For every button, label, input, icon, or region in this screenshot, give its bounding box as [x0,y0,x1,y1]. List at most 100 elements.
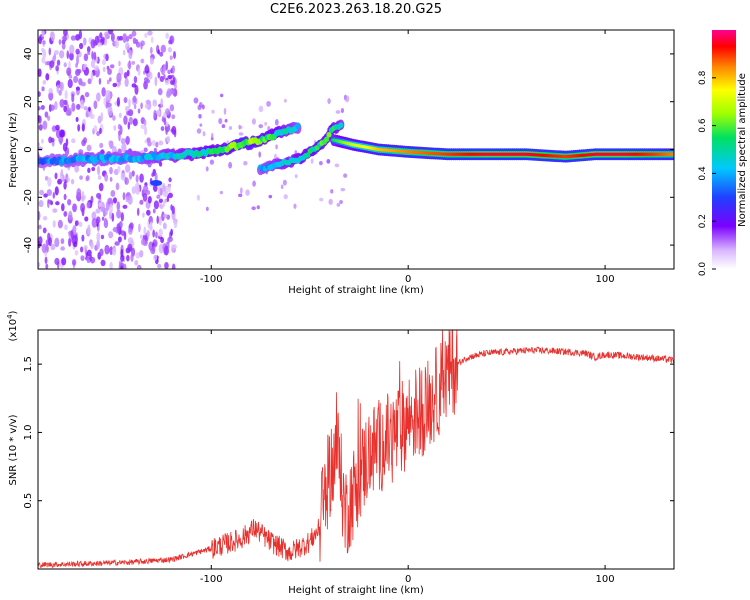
noise-speck [61,42,66,50]
noise-speck [159,188,163,196]
noise-speck [93,65,99,71]
noise-speck [90,39,96,49]
noise-speck [205,206,209,212]
noise-speck [164,79,170,85]
noise-speck [91,211,97,221]
noise-speck [54,101,58,110]
noise-speck [131,30,137,37]
colorbar-tick-label: 0.6 [698,118,708,133]
noise-speck [169,80,175,86]
noise-speck [56,59,61,66]
noise-speck [84,91,90,98]
noise-speck [128,33,133,40]
noise-speck [108,231,114,239]
noise-speck [82,64,87,71]
noise-speck [81,196,85,202]
noise-speck [157,186,161,197]
noise-speck [55,65,59,72]
noise-speck [90,241,94,250]
noise-speck [67,78,73,89]
noise-speck [202,131,206,137]
noise-speck [54,257,60,266]
noise-speck [99,32,103,39]
noise-speck [86,249,92,257]
noise-speck [101,216,105,221]
noise-speck [62,142,68,152]
noise-speck [73,241,78,248]
noise-speck [156,263,162,269]
noise-speck [54,186,59,196]
noise-speck [89,113,95,120]
noise-speck [126,254,130,262]
noise-speck [160,237,165,244]
noise-speck [80,81,86,87]
noise-speck [38,36,42,45]
noise-speck [258,124,264,129]
noise-speck [153,109,157,119]
noise-speck [61,203,65,212]
noise-speck [62,35,67,42]
noise-speck [54,237,60,248]
noise-speck [238,124,241,130]
noise-speck [131,186,137,194]
noise-speck [118,236,122,243]
noise-speck [152,245,156,255]
noise-speck [128,171,133,180]
noise-speck [124,177,130,185]
noise-speck [151,172,155,177]
noise-speck [159,75,165,82]
noise-speck [41,57,46,64]
noise-speck [159,51,164,57]
noise-speck [167,192,173,199]
noise-speck [158,228,163,238]
noise-speck [93,125,98,133]
ridge-secondary [257,119,345,176]
noise-speck [143,147,148,153]
y-tick-label: 40 [23,48,34,61]
chart-title: C2E6.2023.263.18.20.G25 [270,2,442,17]
noise-speck [116,222,121,233]
noise-speck [114,241,120,246]
noise-speck [122,204,128,209]
noise-speck [143,119,147,127]
y-tick-label: -40 [23,237,34,253]
noise-speck [50,243,56,251]
noise-speck [142,192,148,202]
noise-speck [126,110,131,116]
noise-speck [158,140,164,146]
noise-speck [158,216,162,226]
noise-speck [42,227,47,234]
noise-speck [151,139,156,147]
noise-speck [193,97,199,104]
noise-speck [63,193,67,201]
noise-speck [119,125,123,135]
noise-speck [343,173,348,178]
noise-speck [82,37,87,46]
noise-speck [104,217,108,226]
noise-speck [135,41,141,48]
noise-speck [123,97,128,103]
spectrogram-image [38,30,674,269]
noise-speck [252,180,256,187]
noise-speck [139,234,143,239]
noise-speck [38,91,41,97]
noise-speck [64,90,68,100]
noise-speck [122,49,126,56]
noise-speck [284,98,287,103]
noise-speck [107,197,113,203]
noise-speck [59,82,63,90]
noise-speck [124,77,129,88]
noise-speck [196,194,200,201]
noise-speck [96,232,101,242]
noise-speck [139,173,144,183]
noise-speck [328,198,333,205]
ridge-cell [324,136,330,143]
noise-speck [91,51,94,60]
noise-speck [55,124,60,131]
noise-speck [58,39,62,45]
noise-speck [294,174,298,179]
noise-speck [100,234,105,240]
noise-speck [103,97,107,106]
noise-speck [49,60,55,69]
